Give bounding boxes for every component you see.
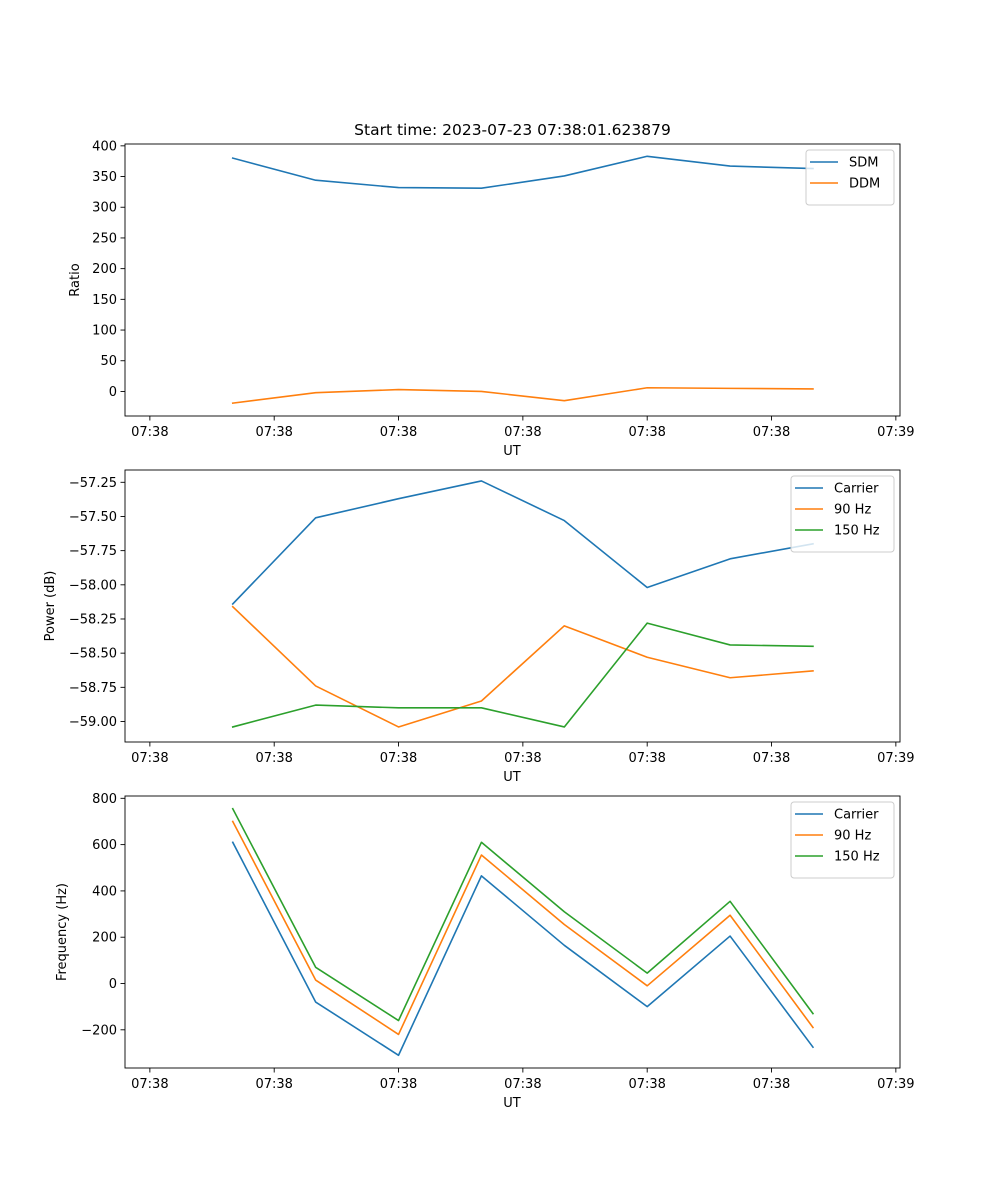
chart1-axes-frame xyxy=(124,143,901,417)
chart2-series-150-hz-line xyxy=(231,622,814,728)
chart1-y-tick-label: 0 xyxy=(109,385,117,400)
chart2-x-tick-label: 07:38 xyxy=(504,751,541,766)
subplots: 07:38 07:38 07:38 07:38 07:38 07:38 07:39 0 50 10… xyxy=(43,139,915,1111)
chart2-x-tick-label: 07:38 xyxy=(753,751,790,766)
chart3-series-150-hz-line xyxy=(231,807,815,1022)
chart2-legend-label-90-hz: 90 Hz xyxy=(834,503,871,518)
chart1-y-tick-label: 150 xyxy=(92,293,117,308)
chart3-x-tick-label: 07:38 xyxy=(380,1077,417,1092)
chart2-subplot: 07:38 07:38 07:38 07:38 07:38 07:38 07:39 −59.0… xyxy=(43,469,915,785)
chart1-y-tick-label: 250 xyxy=(92,231,117,246)
chart1-x-tick-label: 07:38 xyxy=(628,425,665,440)
chart1-x-axis-label: UT xyxy=(503,444,521,459)
chart2-y-tick-label: −58.00 xyxy=(69,578,117,593)
chart1-x-tick-label: 07:38 xyxy=(504,425,541,440)
chart1-x-tick-label: 07:39 xyxy=(877,425,914,440)
chart1-series-sdm-line xyxy=(231,155,814,190)
chart1-x-tick-label: 07:38 xyxy=(255,425,292,440)
chart3-x-axis-label: UT xyxy=(503,1096,521,1111)
chart1-x-tick-label: 07:38 xyxy=(753,425,790,440)
chart3-subplot: 07:38 07:38 07:38 07:38 07:38 07:38 07:39 −200 0… xyxy=(55,792,915,1111)
chart3-legend-label-90-hz: 90 Hz xyxy=(834,829,871,844)
chart1-y-axis-label: Ratio xyxy=(68,263,83,296)
chart2-axes-frame xyxy=(124,469,901,743)
chart3-legend-box xyxy=(790,801,895,879)
chart1-x-tick-label: 07:38 xyxy=(380,425,417,440)
chart1-y-tick-label: 400 xyxy=(92,139,117,154)
chart3-y-tick-label: 800 xyxy=(92,792,117,807)
chart3-x-tick-label: 07:38 xyxy=(504,1077,541,1092)
chart2-y-tick-label: −57.50 xyxy=(69,510,117,525)
chart3-axes-frame xyxy=(124,795,901,1069)
chart2-series-90-hz-line xyxy=(231,605,814,728)
chart1-y-tick-label: 50 xyxy=(100,354,117,369)
chart3-legend-label-150-hz: 150 Hz xyxy=(834,850,880,865)
chart2-series-carrier-line xyxy=(231,480,814,606)
chart1-legend-box xyxy=(805,149,895,206)
chart2-x-tick-label: 07:39 xyxy=(877,751,914,766)
chart3-x-tick-label: 07:38 xyxy=(131,1077,168,1092)
chart1-legend-label-sdm: SDM xyxy=(849,156,878,171)
chart3-series-carrier-line xyxy=(231,841,815,1057)
chart3-y-tick-label: 600 xyxy=(92,838,117,853)
chart3-y-tick-label: 0 xyxy=(109,977,117,992)
chart3-x-tick-label: 07:38 xyxy=(255,1077,292,1092)
chart2-x-tick-label: 07:38 xyxy=(380,751,417,766)
chart3-y-tick-label: 200 xyxy=(92,931,117,946)
chart3-x-tick-label: 07:39 xyxy=(877,1077,914,1092)
figure-title: Start time: 2023-07-23 07:38:01.623879 xyxy=(354,121,671,139)
chart3-y-axis-label: Frequency (Hz) xyxy=(55,883,70,981)
chart2-y-tick-label: −57.25 xyxy=(69,476,117,491)
chart2-y-tick-label: −57.75 xyxy=(69,544,117,559)
chart3-x-tick-label: 07:38 xyxy=(753,1077,790,1092)
chart3-x-tick-label: 07:38 xyxy=(628,1077,665,1092)
chart2-y-tick-label: −58.75 xyxy=(69,681,117,696)
chart3-y-tick-label: −200 xyxy=(81,1023,117,1038)
chart1-x-tick-label: 07:38 xyxy=(131,425,168,440)
chart3-series-90-hz-line xyxy=(231,820,815,1036)
chart2-x-tick-label: 07:38 xyxy=(131,751,168,766)
chart2-x-tick-label: 07:38 xyxy=(628,751,665,766)
chart2-legend-box xyxy=(790,475,895,553)
chart2-legend-label-carrier: Carrier xyxy=(834,482,879,497)
chart2-y-tick-label: −58.25 xyxy=(69,612,117,627)
chart3-y-tick-label: 400 xyxy=(92,884,117,899)
chart2-y-tick-label: −58.50 xyxy=(69,647,117,662)
chart1-legend: SDM DDM xyxy=(805,149,895,206)
chart1-y-tick-label: 300 xyxy=(92,201,117,216)
chart1-legend-label-ddm: DDM xyxy=(849,177,880,192)
chart3-legend-label-carrier: Carrier xyxy=(834,808,879,823)
chart1-subplot: 07:38 07:38 07:38 07:38 07:38 07:38 07:39 0 50 10… xyxy=(68,139,915,459)
chart1-series-ddm-line xyxy=(231,386,814,405)
chart2-legend: Carrier 90 Hz 150 Hz xyxy=(790,475,895,553)
chart2-legend-label-150-hz: 150 Hz xyxy=(834,524,880,539)
chart2-x-tick-label: 07:38 xyxy=(255,751,292,766)
chart3-legend: Carrier 90 Hz 150 Hz xyxy=(790,801,895,879)
chart1-y-tick-label: 200 xyxy=(92,262,117,277)
chart1-y-tick-label: 100 xyxy=(92,324,117,339)
chart2-y-axis-label: Power (dB) xyxy=(43,571,58,642)
chart2-y-tick-label: −59.00 xyxy=(69,715,117,730)
chart1-y-tick-label: 350 xyxy=(92,170,117,185)
chart2-x-axis-label: UT xyxy=(503,770,521,785)
